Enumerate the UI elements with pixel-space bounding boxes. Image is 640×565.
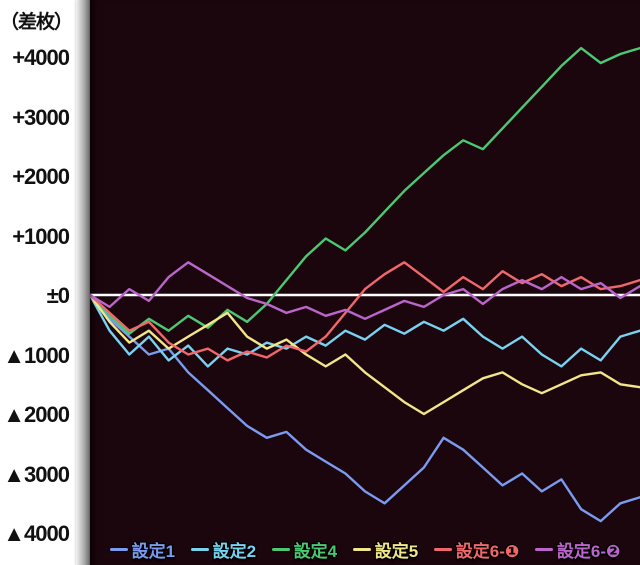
y-axis-tick: ▲3000 [3,461,70,487]
legend-item-4: 設定5 [352,537,419,562]
y-axis-tick: +4000 [12,45,70,70]
y-axis-tick: +3000 [12,104,70,130]
y-axis: （差枚） +4000 +3000 +2000 +1000 ±0 ▲1000 ▲2000 ▲30… [0,0,76,565]
series-line-2 [90,293,640,368]
legend-line-marker [190,548,209,551]
legend-label: 設定6-❶ [455,542,520,561]
legend-item-3: 設定4 [271,537,338,562]
legend-label: 設定4 [293,542,338,561]
y-axis-tick: +1000 [12,223,70,249]
legend-label: 設定1 [131,542,176,561]
y-axis-unit-label: （差枚） [0,12,73,33]
axis-divider-bar [76,0,90,565]
legend-line-marker [352,548,371,551]
legend-item-5: 設定6-❶ [433,537,520,562]
y-axis-tick: ▲1000 [3,342,70,368]
legend-line-marker [534,548,553,551]
series-line-3 [90,46,640,335]
y-axis-tick: ▲2000 [3,402,70,427]
plot-area: 設定1 設定2 設定4 設定5 設定6-❶ 設定6-❷ [90,0,640,565]
legend-item-6: 設定6-❷ [534,537,621,562]
legend-line-marker [109,548,128,551]
legend-label: 設定5 [374,542,419,561]
y-axis-tick: +2000 [12,164,70,189]
series-line-4 [90,293,640,416]
series-line-1 [90,293,640,523]
legend-item-1: 設定1 [109,537,176,562]
legend: 設定1 設定2 設定4 設定5 設定6-❶ 設定6-❷ [94,537,636,562]
legend-label: 設定2 [212,542,257,561]
series-line-5 [90,261,640,362]
line-chart [90,46,640,523]
legend-label: 設定6-❷ [556,542,621,561]
y-axis-tick: ±0 [46,283,70,308]
legend-item-2: 設定2 [190,537,257,562]
legend-line-marker [433,548,452,551]
y-axis-tick: ▲4000 [3,521,70,546]
series-line-6 [90,261,640,320]
legend-line-marker [271,548,290,551]
